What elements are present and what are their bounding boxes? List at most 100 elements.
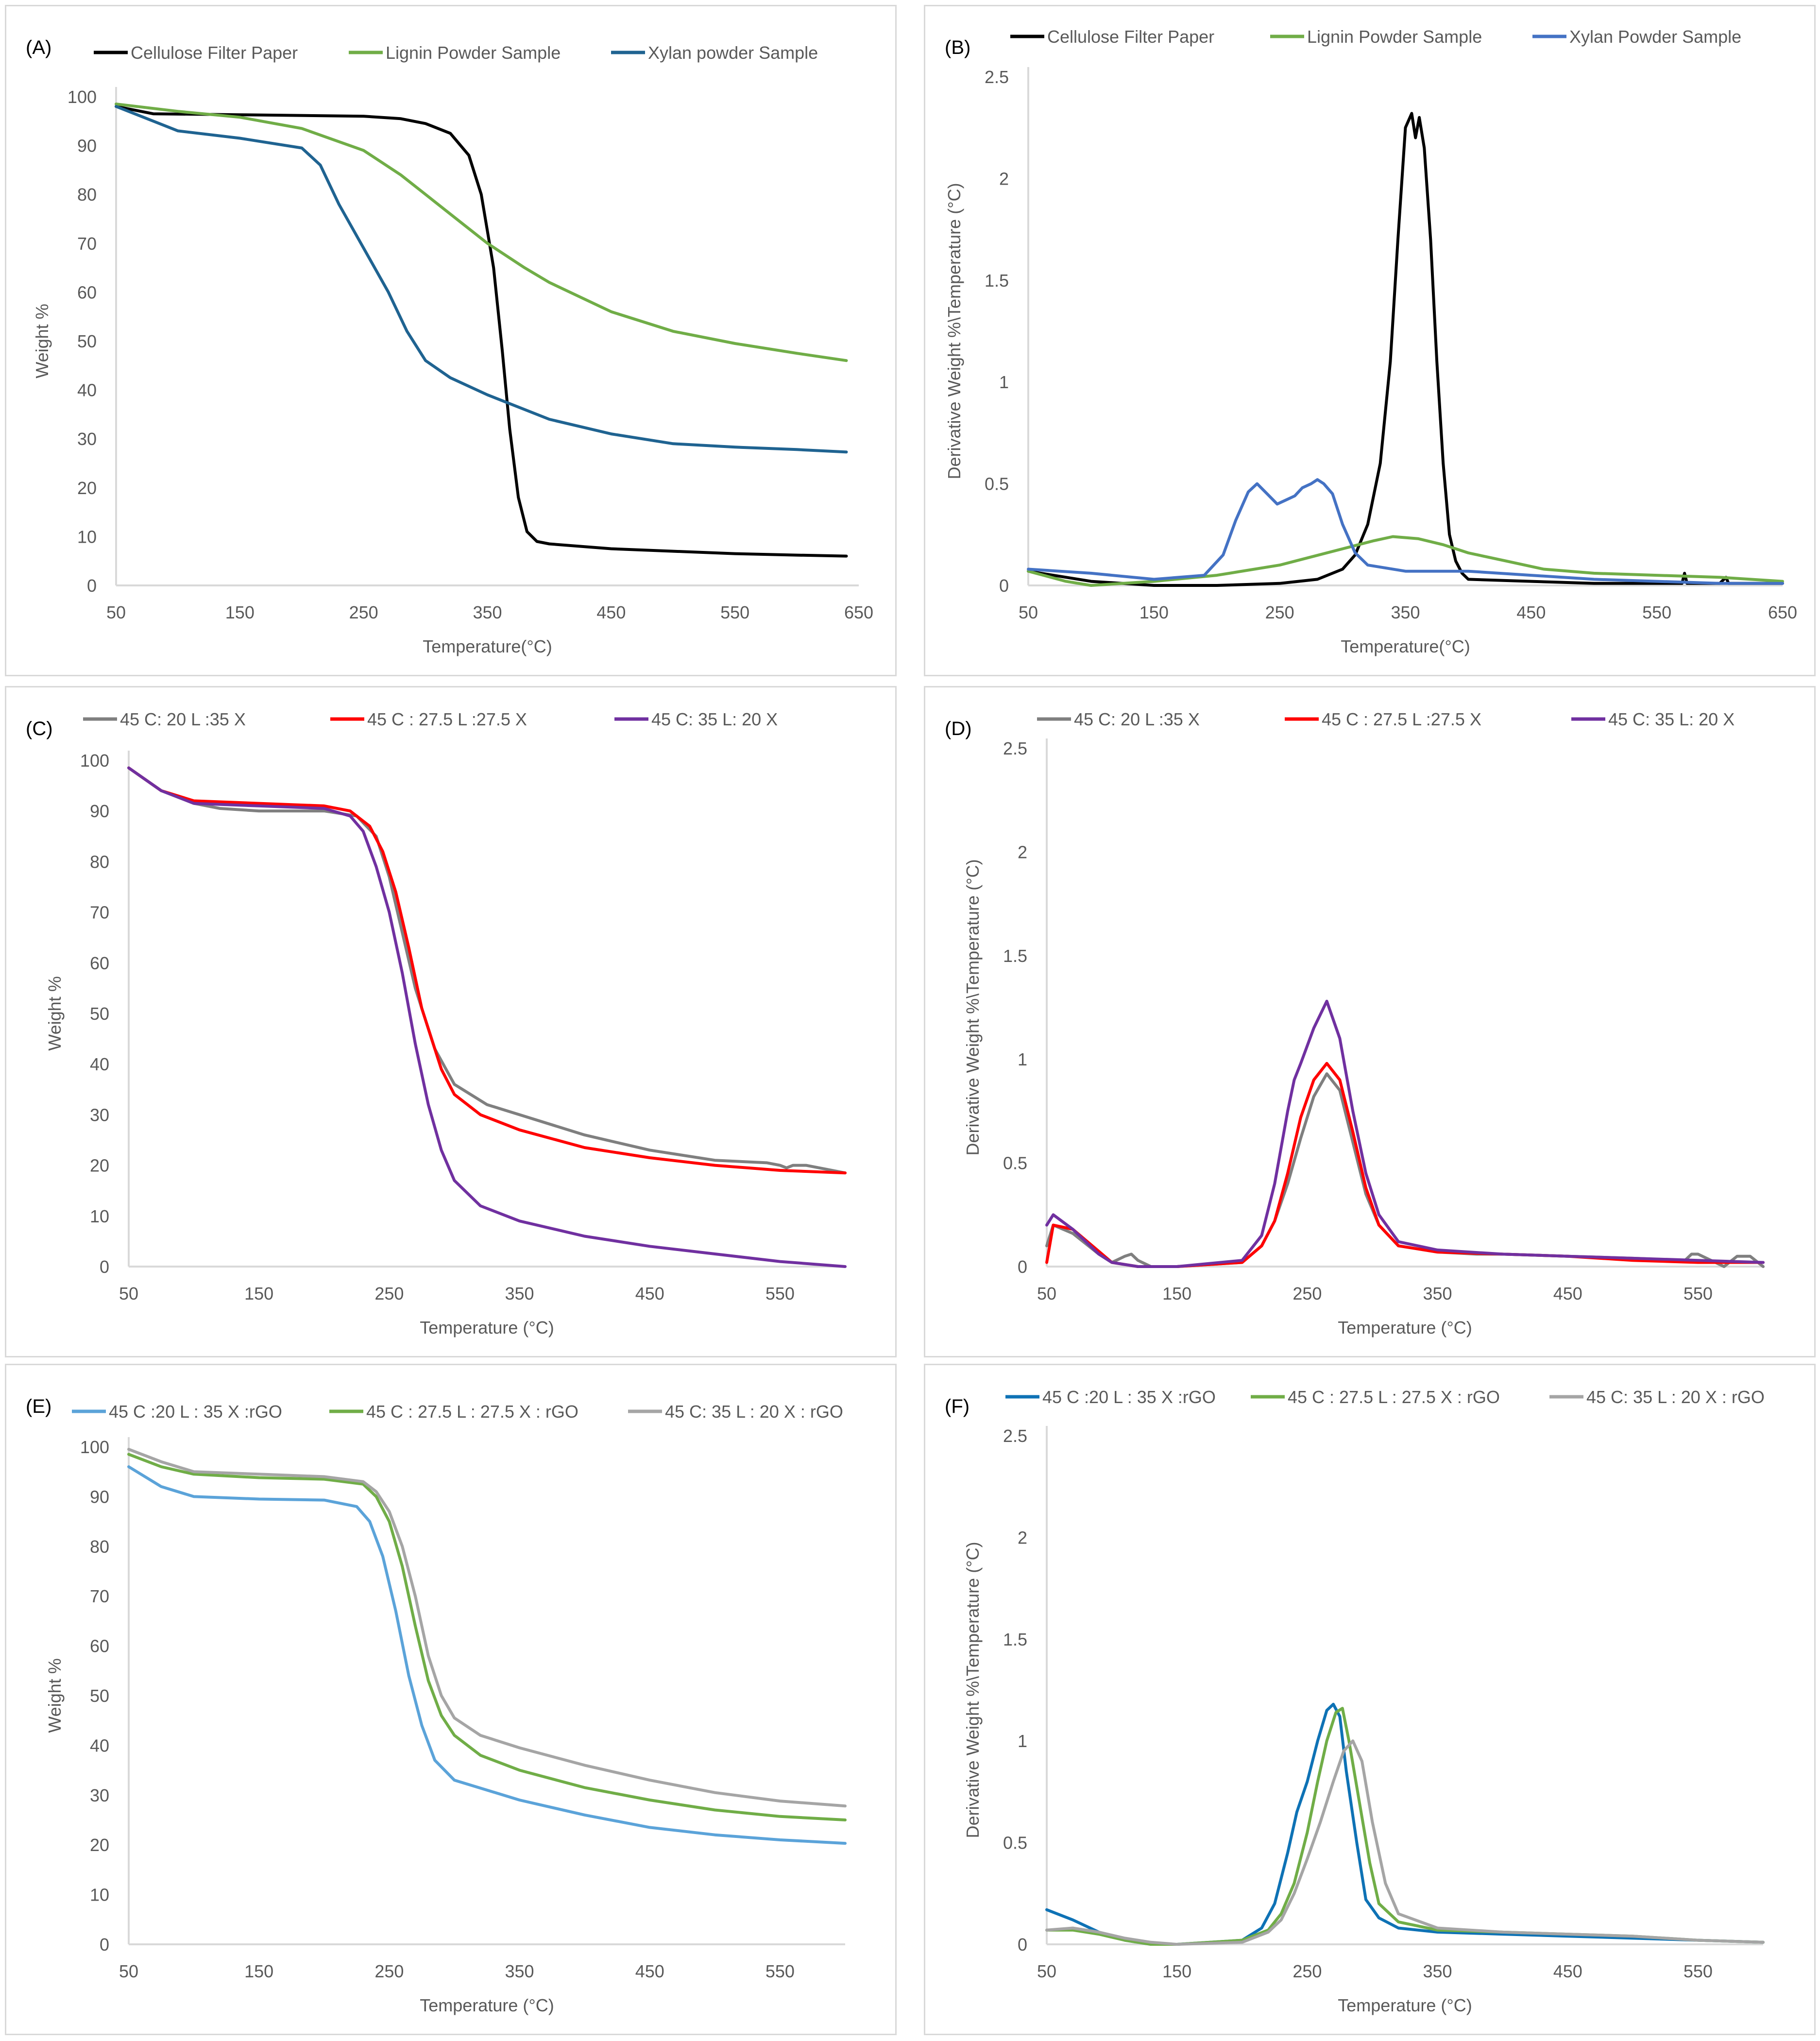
x-tick-label: 450 [635, 1284, 664, 1303]
x-tick-label: 350 [1391, 602, 1420, 622]
y-tick-label: 2.5 [1003, 1426, 1027, 1446]
series-line-3 [1045, 999, 1765, 1268]
y-tick-label: 40 [90, 1735, 109, 1755]
series-line-1 [1045, 1072, 1765, 1268]
x-tick-label: 250 [1293, 1284, 1322, 1303]
panel-label-d: (D) [945, 718, 972, 739]
legend-label: 45 C: 20 L :35 X [120, 709, 246, 729]
y-tick-label: 0 [1018, 1257, 1027, 1277]
y-axis-title: Weight % [45, 1658, 65, 1732]
x-tick-label: 250 [374, 1961, 404, 1981]
x-axis-title: Temperature (°C) [420, 1995, 554, 2015]
y-tick-label: 1 [1018, 1731, 1027, 1751]
y-tick-label: 50 [77, 331, 97, 351]
panel-label-f: (F) [945, 1396, 970, 1417]
legend-label: 45 C: 35 L : 20 X : rGO [1586, 1387, 1765, 1407]
series-line-2 [1045, 1062, 1765, 1268]
legend-label: Cellulose Filter Paper [131, 43, 298, 63]
series-line-2 [127, 766, 847, 1175]
x-tick-label: 450 [1553, 1284, 1582, 1303]
y-axis-title: Derivative Weight %\Temperature (°C) [944, 183, 964, 480]
x-tick-label: 450 [1516, 602, 1546, 622]
y-tick-label: 80 [90, 852, 109, 872]
panel-label-a: (A) [26, 37, 51, 58]
chart-f-svg: (F) 0 0.5 1 1.5 2 2.5 50 150 250 350 450 550 Temperat… [945, 1387, 1765, 2015]
legend-label: 45 C : 27.5 L :27.5 X [367, 709, 527, 729]
chart-d-svg: (D) 0 0.5 1 1.5 2 2.5 50 150 250 350 450 550 Temperat… [945, 709, 1765, 1338]
x-tick-label: 450 [596, 602, 626, 622]
y-tick-label: 20 [90, 1156, 109, 1176]
legend-label: 45 C :20 L : 35 X :rGO [1042, 1387, 1216, 1407]
x-axis-title: Temperature(°C) [1341, 636, 1470, 656]
y-tick-label: 80 [77, 185, 97, 205]
x-tick-label: 350 [473, 602, 502, 622]
x-axis-title: Temperature (°C) [420, 1318, 554, 1338]
series-line-1 [1045, 1702, 1765, 1946]
y-tick-label: 0 [100, 1257, 109, 1277]
x-tick-label: 150 [1140, 602, 1169, 622]
series-line-3 [1045, 1739, 1765, 1946]
x-tick-label: 550 [720, 602, 749, 622]
y-tick-label: 0 [87, 576, 97, 596]
y-tick-label: 30 [90, 1105, 109, 1125]
series-line-1 [115, 105, 848, 558]
x-tick-label: 150 [1162, 1961, 1191, 1981]
x-tick-label: 250 [374, 1284, 404, 1303]
x-tick-label: 450 [635, 1961, 664, 1981]
chart-panel-a: (A) 0 10 20 30 40 50 60 70 80 90 100 50 150 250 350 450 5… [5, 5, 897, 676]
chart-b-svg: (B) 0 0.5 1 1.5 2 2.5 50 150 250 350 450 550 650 Tempe… [944, 27, 1797, 656]
y-tick-label: 50 [90, 1004, 109, 1024]
chart-panel-f: (F) 0 0.5 1 1.5 2 2.5 50 150 250 350 450 550 Temperat… [924, 1364, 1816, 2035]
y-tick-label: 100 [80, 751, 109, 771]
chart-panel-e: (E) 0 10 20 30 40 50 60 70 80 90 100 50 150 250 350 450 5… [5, 1364, 897, 2035]
y-tick-label: 60 [77, 282, 97, 302]
chart-panel-b: (B) 0 0.5 1 1.5 2 2.5 50 150 250 350 450 550 650 Tempe… [924, 5, 1816, 676]
y-tick-label: 2 [1018, 842, 1027, 862]
y-tick-label: 1.5 [1003, 946, 1027, 966]
y-tick-label: 10 [90, 1206, 109, 1226]
x-tick-label: 150 [1162, 1284, 1191, 1303]
x-tick-label: 650 [844, 602, 873, 622]
x-tick-label: 350 [505, 1284, 534, 1303]
x-tick-label: 50 [1037, 1961, 1056, 1981]
legend-label: 45 C: 35 L: 20 X [1608, 709, 1735, 729]
legend-label: 45 C :20 L : 35 X :rGO [109, 1402, 282, 1422]
legend-label: 45 C: 35 L : 20 X : rGO [665, 1402, 843, 1422]
y-tick-label: 50 [90, 1686, 109, 1706]
x-axis-title: Temperature (°C) [1338, 1318, 1472, 1338]
chart-panel-c: (C) 0 10 20 30 40 50 60 70 80 90 100 50 150 250 350 450 5… [5, 686, 897, 1357]
y-tick-label: 80 [90, 1537, 109, 1557]
chart-a-svg: (A) 0 10 20 30 40 50 60 70 80 90 100 50 150 250 350 450 5… [26, 37, 873, 656]
legend-label: 45 C: 35 L: 20 X [651, 709, 778, 729]
series-line-3 [1027, 478, 1784, 585]
series-line-1 [127, 1465, 847, 1845]
legend-label: Lignin Powder Sample [1307, 27, 1482, 47]
x-tick-label: 550 [765, 1961, 795, 1981]
x-tick-label: 550 [1642, 602, 1671, 622]
y-tick-label: 10 [90, 1885, 109, 1905]
series-line-2 [127, 1453, 847, 1821]
panel-label-c: (C) [26, 718, 53, 739]
chart-e-svg: (E) 0 10 20 30 40 50 60 70 80 90 100 50 150 250 350 450 5… [26, 1396, 847, 2015]
x-tick-label: 50 [119, 1961, 138, 1981]
x-tick-label: 550 [1684, 1961, 1713, 1981]
x-tick-label: 150 [244, 1284, 273, 1303]
y-tick-label: 1 [999, 372, 1009, 392]
y-tick-label: 90 [77, 136, 97, 156]
x-tick-label: 550 [765, 1284, 795, 1303]
y-tick-label: 1.5 [1003, 1629, 1027, 1649]
y-tick-label: 1 [1018, 1049, 1027, 1069]
y-tick-label: 40 [77, 380, 97, 400]
series-line-2 [1027, 535, 1784, 587]
y-tick-label: 0.5 [1003, 1833, 1027, 1853]
y-tick-label: 2.5 [985, 67, 1009, 87]
x-tick-label: 250 [1293, 1961, 1322, 1981]
x-tick-label: 150 [244, 1961, 273, 1981]
y-tick-label: 70 [90, 1586, 109, 1606]
x-tick-label: 450 [1553, 1961, 1582, 1981]
y-tick-label: 30 [77, 429, 97, 449]
y-tick-label: 0 [999, 576, 1009, 596]
y-tick-label: 100 [80, 1437, 109, 1457]
y-tick-label: 0.5 [1003, 1153, 1027, 1173]
y-axis-title: Derivative Weight %\Temperature (°C) [963, 859, 983, 1156]
